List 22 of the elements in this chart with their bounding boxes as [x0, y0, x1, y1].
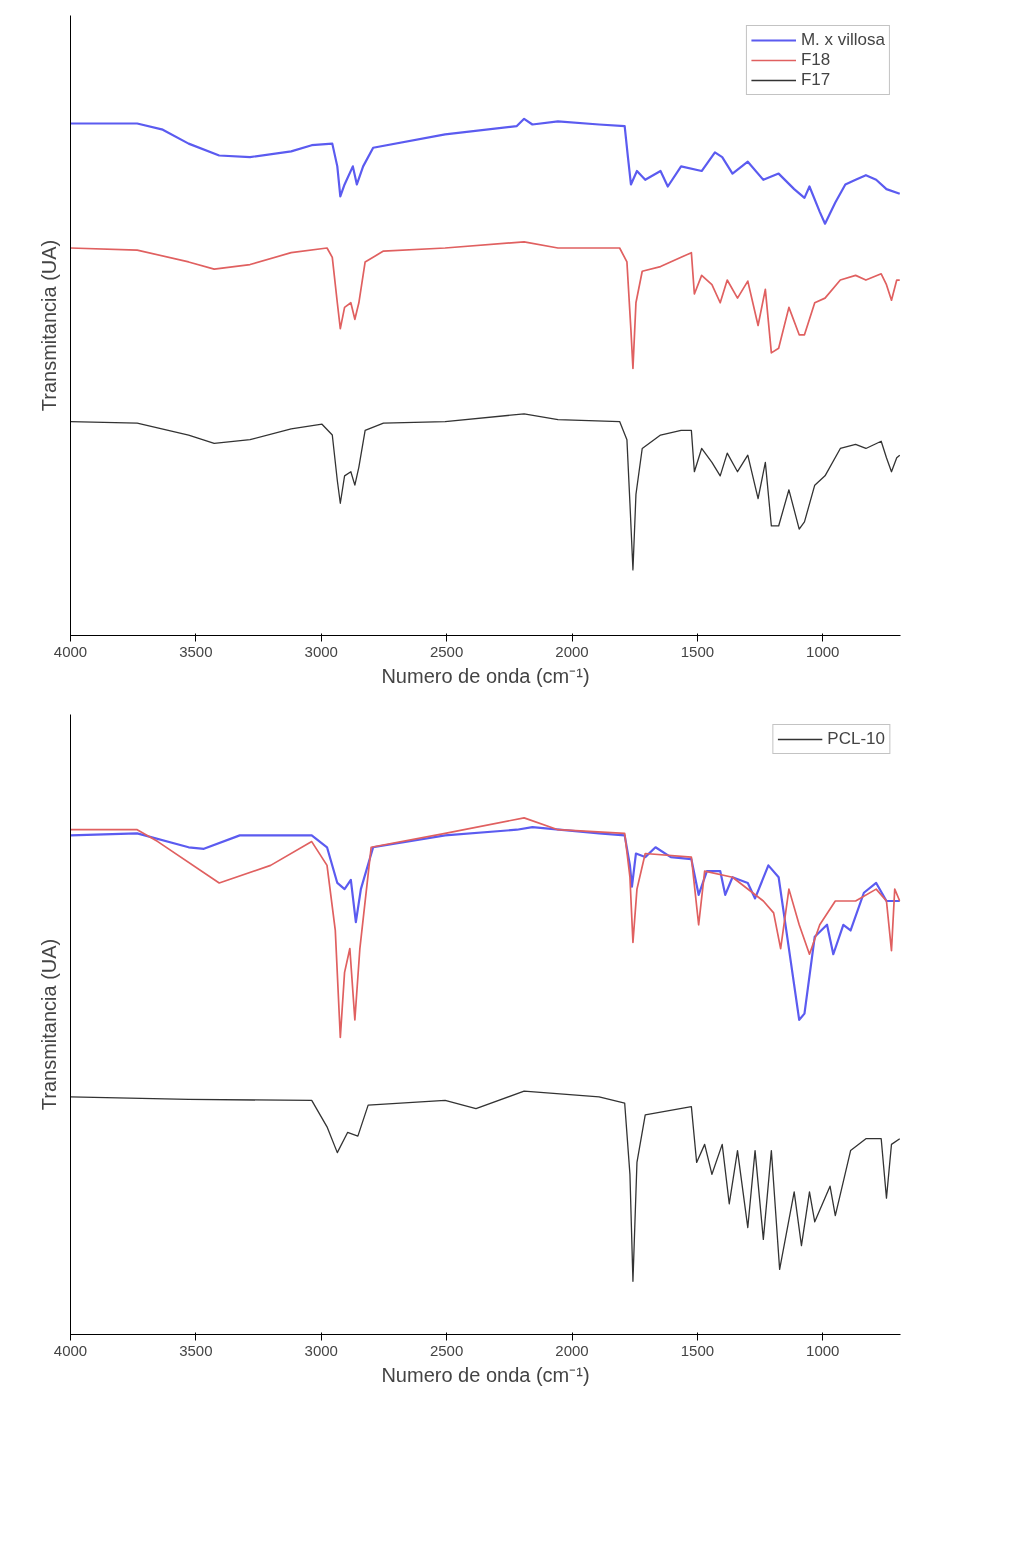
x-tick-label: 4000 — [53, 1341, 88, 1359]
x-tick-label: 2000 — [555, 642, 589, 660]
x-tick-label: 1000 — [806, 1341, 840, 1359]
x-axis-title: Numero de onda (cm⁻¹) — [381, 1363, 590, 1386]
y-axis-title: Transmitancia (UA) — [37, 938, 60, 1111]
x-tick-label: 2500 — [429, 642, 464, 660]
y-axis-title: Transmitancia (UA) — [37, 239, 60, 412]
x-tick-label: 3000 — [304, 642, 338, 660]
x-tick-label: 4000 — [53, 642, 88, 660]
legend-label: PCL-10 — [827, 729, 885, 749]
x-tick-label: 2000 — [555, 1341, 589, 1359]
x-tick-label: 1000 — [806, 642, 840, 660]
legend-label: M. x villosa — [800, 30, 885, 50]
x-tick-label: 3000 — [304, 1341, 338, 1359]
x-tick-label: 1500 — [680, 1341, 715, 1359]
legend-label: F18 — [800, 50, 831, 70]
x-tick-label: 2500 — [429, 1341, 464, 1359]
x-tick-label: 3500 — [179, 642, 213, 660]
legend-label: F17 — [800, 70, 831, 90]
x-tick-label: 3500 — [179, 1341, 213, 1359]
x-axis-title: Numero de onda (cm⁻¹) — [381, 664, 590, 687]
x-tick-label: 1500 — [680, 642, 715, 660]
